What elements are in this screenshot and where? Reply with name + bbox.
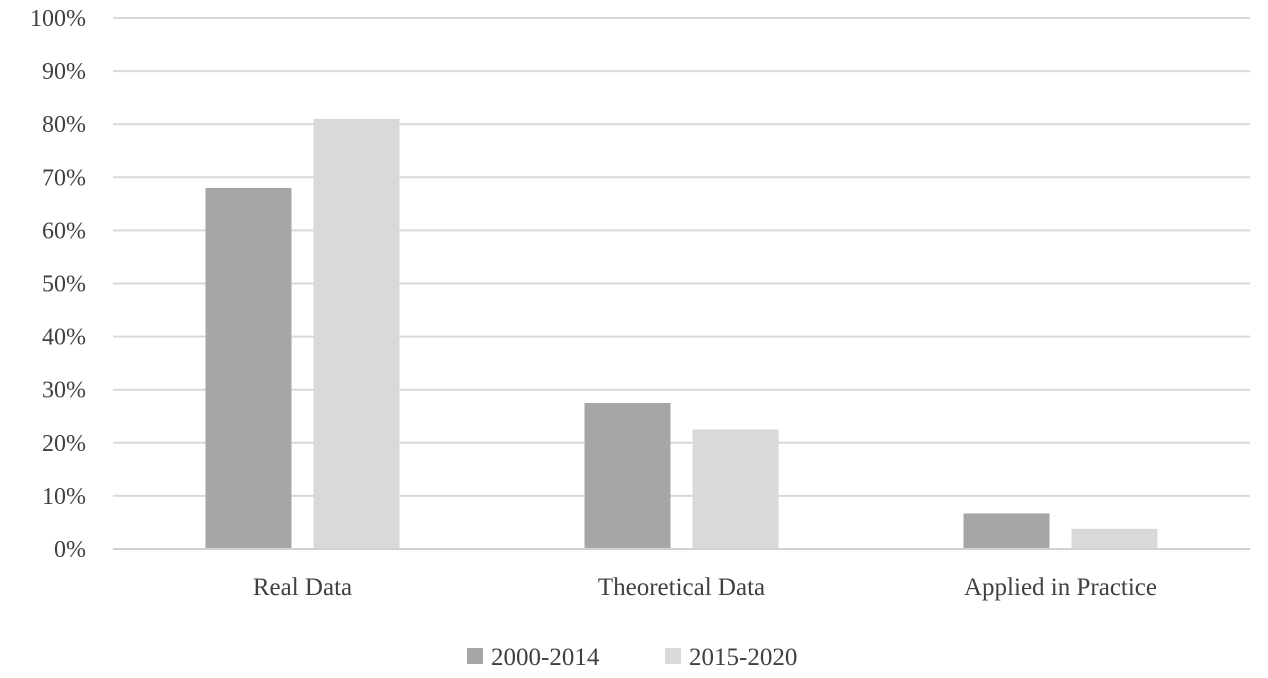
- bars: [205, 118, 1158, 550]
- y-axis-ticks: 0% 10% 20% 30% 40% 50% 60% 70% 80% 90% 100%: [30, 6, 86, 563]
- legend: 2000-2014 2015-2020: [467, 644, 797, 671]
- x-category-label: Real Data: [253, 574, 352, 601]
- bar: [963, 513, 1050, 549]
- legend-swatch: [467, 648, 483, 664]
- y-tick-label: 100%: [30, 6, 86, 32]
- y-tick-label: 0%: [54, 537, 86, 563]
- y-tick-label: 90%: [42, 59, 86, 85]
- bar: [313, 118, 400, 549]
- bar: [584, 402, 671, 549]
- legend-label: 2000-2014: [491, 644, 600, 671]
- x-category-label: Theoretical Data: [598, 574, 765, 601]
- legend-swatch: [665, 648, 681, 664]
- legend-label: 2015-2020: [689, 644, 797, 671]
- y-tick-label: 20%: [42, 431, 86, 457]
- bar: [1071, 528, 1158, 549]
- x-category-label: Applied in Practice: [964, 574, 1157, 601]
- gridlines: [113, 17, 1250, 497]
- y-tick-label: 50%: [42, 272, 86, 298]
- bar: [205, 187, 292, 550]
- x-axis-categories: Real Data Theoretical Data Applied in Prac…: [253, 574, 1157, 601]
- y-tick-label: 60%: [42, 218, 86, 244]
- y-tick-label: 30%: [42, 378, 86, 404]
- y-tick-label: 40%: [42, 325, 86, 351]
- y-tick-label: 70%: [42, 165, 86, 191]
- y-tick-label: 10%: [42, 484, 86, 510]
- bar: [692, 429, 779, 549]
- y-tick-label: 80%: [42, 112, 86, 138]
